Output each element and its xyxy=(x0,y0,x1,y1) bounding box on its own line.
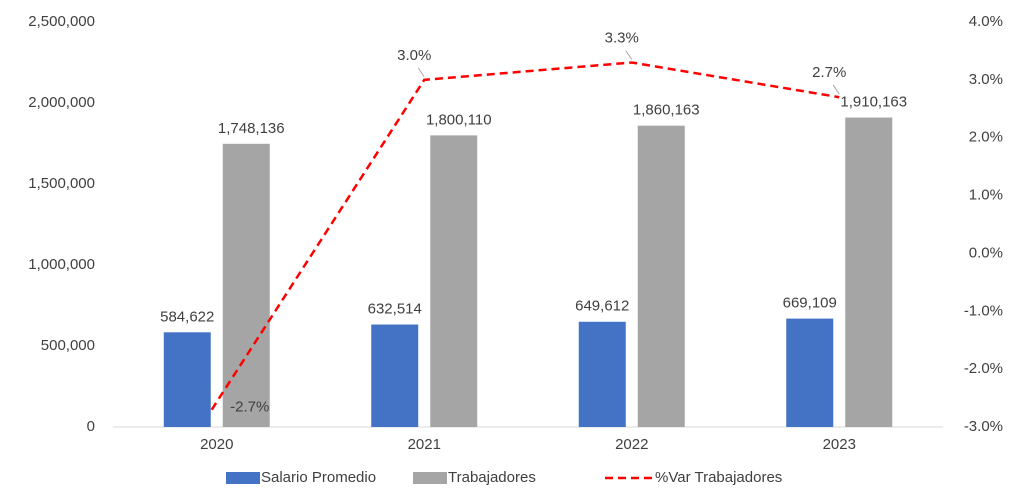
x-tick-label: 2022 xyxy=(615,436,648,453)
y2-tick-label: -1.0% xyxy=(964,302,1003,319)
legend-label: Trabajadores xyxy=(448,469,536,486)
x-tick-label: 2023 xyxy=(823,436,856,453)
bar xyxy=(637,125,685,427)
leader-line xyxy=(625,50,633,60)
y2-tick-label: 2.0% xyxy=(969,129,1003,146)
y-tick-label: 0 xyxy=(87,418,95,435)
x-tick-label: 2020 xyxy=(200,436,233,453)
bar xyxy=(430,135,478,427)
bar xyxy=(371,324,419,427)
line xyxy=(210,61,840,411)
data-label: 1,800,110 xyxy=(426,111,492,128)
legend-swatch xyxy=(413,472,447,484)
y2-tick-label: 0.0% xyxy=(969,244,1003,261)
y2-tick-label: 1.0% xyxy=(969,187,1003,204)
data-label: -2.7% xyxy=(230,399,269,416)
legend-label: Salario Promedio xyxy=(261,469,376,486)
data-label: 632,514 xyxy=(368,301,422,318)
data-label: 1,748,136 xyxy=(218,120,285,137)
y2-tick-label: 3.0% xyxy=(969,71,1003,88)
y2-tick-label: 4.0% xyxy=(969,13,1003,30)
leader-line xyxy=(417,67,425,78)
x-tick-label: 2021 xyxy=(408,436,441,453)
data-label: 669,109 xyxy=(783,295,837,312)
leader-line xyxy=(832,84,840,95)
bar xyxy=(163,332,211,427)
data-label: 1,860,163 xyxy=(633,102,700,119)
data-label: 3.3% xyxy=(605,29,639,46)
data-label: 1,910,163 xyxy=(840,94,907,111)
y-tick-label: 2,000,000 xyxy=(28,94,95,111)
y-tick-label: 2,500,000 xyxy=(28,13,95,30)
data-label: 584,622 xyxy=(160,308,214,325)
data-label: 3.0% xyxy=(397,47,431,64)
y-tick-label: 500,000 xyxy=(41,337,95,354)
bar xyxy=(578,321,626,427)
y2-tick-label: -3.0% xyxy=(964,418,1003,435)
data-label: 649,612 xyxy=(575,298,629,315)
y-tick-label: 1,000,000 xyxy=(28,256,95,273)
legend-label: %Var Trabajadores xyxy=(655,469,782,486)
y2-tick-label: -2.0% xyxy=(964,360,1003,377)
bar xyxy=(845,117,893,428)
bar xyxy=(786,318,834,427)
bar xyxy=(222,143,270,427)
y-tick-label: 1,500,000 xyxy=(28,175,95,192)
data-label: 2.7% xyxy=(812,64,846,81)
legend-swatch xyxy=(226,472,260,484)
